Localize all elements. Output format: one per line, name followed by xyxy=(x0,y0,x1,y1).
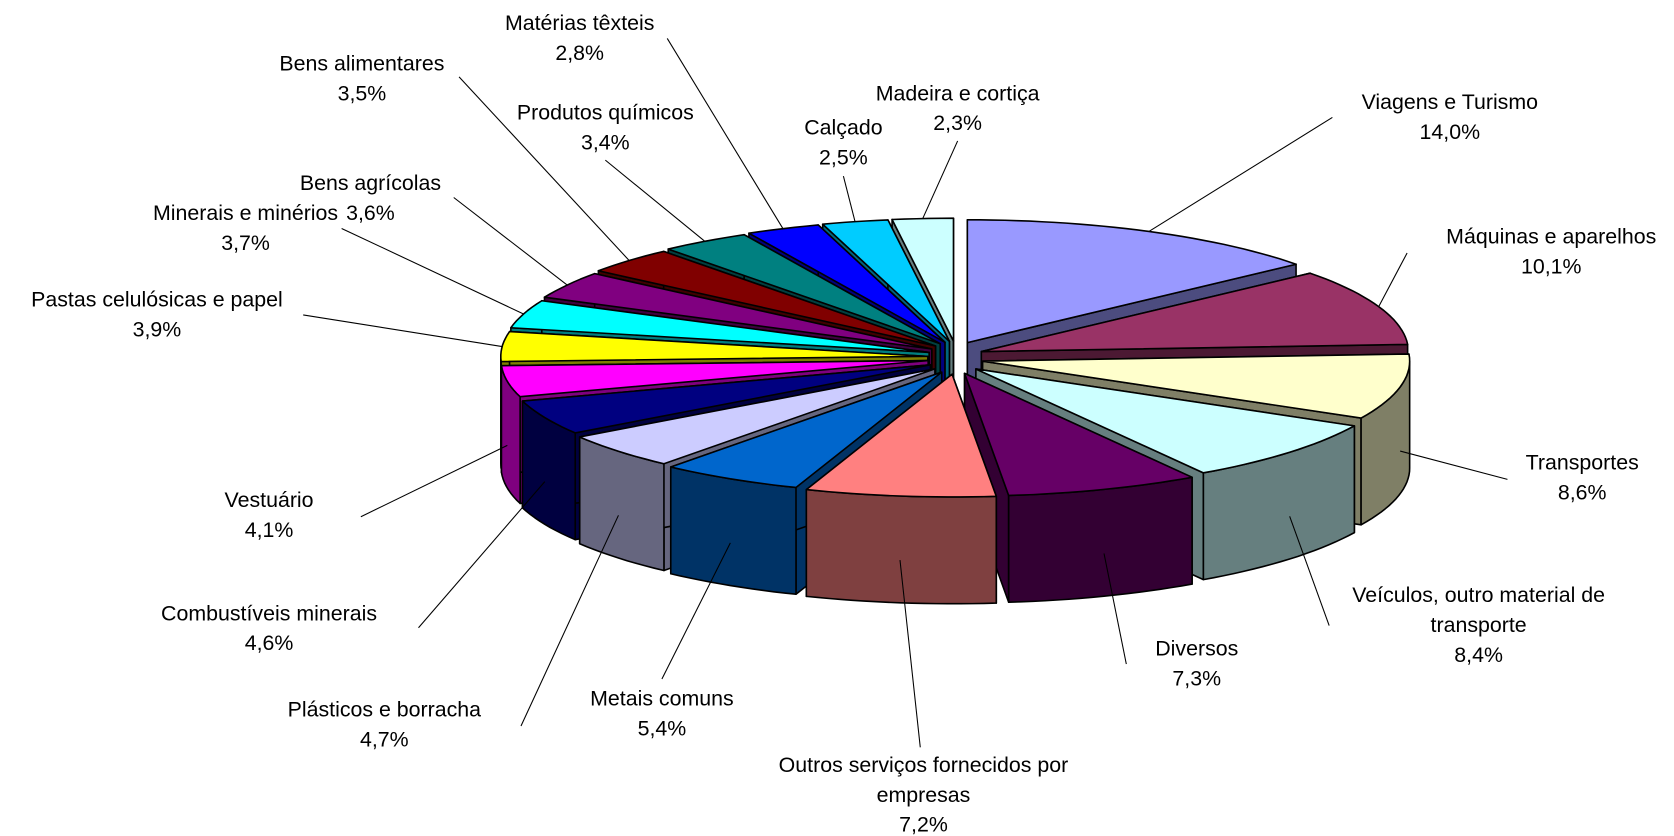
slice xyxy=(975,368,1356,474)
category-label: Bens alimentares xyxy=(279,52,445,76)
slice-label: Madeira e cortiça 2,3% xyxy=(876,79,1040,139)
category-label: Minerais e minérios xyxy=(152,201,339,226)
category-label: Transportes xyxy=(1525,451,1639,476)
leader-line xyxy=(418,481,546,629)
slice-label: Pastas celulósicas e papel 3,9% xyxy=(31,285,283,345)
leader-line xyxy=(453,197,568,286)
category-label: Combustíveis minerais xyxy=(161,602,378,626)
slice xyxy=(980,272,1409,353)
value-label: 14,0% xyxy=(1419,120,1481,145)
value-label: 4,1% xyxy=(244,518,294,543)
category-label: Veículos, outro material de transporte xyxy=(1352,583,1606,638)
category-label: Produtos químicos xyxy=(516,101,694,125)
category-label: Diversos xyxy=(1155,637,1239,661)
leader-line xyxy=(604,159,706,242)
slice-side xyxy=(805,488,998,605)
slice-tops xyxy=(500,217,1411,498)
category-label: Bens agrícolas xyxy=(299,171,442,196)
slice-side xyxy=(1007,476,1193,604)
value-label: 7,2% xyxy=(899,813,948,836)
category-label: Outros serviços fornecidos por empresas xyxy=(778,753,1069,808)
leader-line xyxy=(303,314,503,348)
category-label: Máquinas e aparelhos xyxy=(1446,225,1657,249)
category-label: Calçado xyxy=(804,116,883,140)
category-label: Metais comuns xyxy=(590,687,734,712)
leader-line xyxy=(1400,450,1508,480)
leader-line xyxy=(520,515,619,727)
category-label: Plásticos e borracha xyxy=(287,698,482,722)
slice-label: Produtos químicos 3,4% xyxy=(517,98,694,158)
value-label: 4,6% xyxy=(244,632,294,656)
category-label: Vestuário xyxy=(224,488,314,513)
slice-label: Metais comuns 5,4% xyxy=(590,684,734,744)
category-label: Viagens e Turismo xyxy=(1361,90,1539,115)
slice-label: Matérias têxteis 2,8% xyxy=(505,9,655,69)
value-label: 3,5% xyxy=(337,82,387,106)
slice xyxy=(963,372,1193,497)
leader-line xyxy=(458,76,630,261)
slice-label: Bens alimentares 3,5% xyxy=(279,49,444,109)
slice-label: Vestuário 4,1% xyxy=(225,486,314,546)
leader-line xyxy=(360,444,508,518)
value-label: 2,8% xyxy=(555,41,605,66)
slice xyxy=(981,353,1411,419)
slice xyxy=(521,363,932,434)
value-label: 10,1% xyxy=(1520,255,1582,279)
category-label: Matérias têxteis xyxy=(504,11,655,36)
slice-label: Máquinas e aparelhos 10,1% xyxy=(1446,222,1656,282)
slice-label: Viagens e Turismo 14,0% xyxy=(1362,88,1538,148)
slice-label: Transportes 8,6% xyxy=(1526,448,1639,508)
slice-label: Plásticos e borracha 4,7% xyxy=(288,695,481,755)
leader-line xyxy=(341,227,524,315)
value-label: 5,4% xyxy=(637,717,687,741)
leader-line xyxy=(922,140,959,219)
value-label: 7,3% xyxy=(1172,667,1222,691)
leader-line xyxy=(1378,252,1408,307)
slice xyxy=(500,359,929,398)
value-label: 8,6% xyxy=(1557,481,1607,505)
leader-line xyxy=(842,176,856,222)
slice-label: Diversos 7,3% xyxy=(1155,634,1238,694)
value-label: 2,3% xyxy=(933,112,982,136)
slice xyxy=(891,217,955,342)
slice xyxy=(669,371,943,489)
leader-line xyxy=(1103,553,1127,665)
value-label: 3,7% xyxy=(221,231,270,256)
slice-label: Minerais e minérios 3,7% xyxy=(153,199,338,259)
value-label: 2,5% xyxy=(819,146,868,170)
leader-line xyxy=(1289,516,1330,626)
leader-line xyxy=(899,560,921,748)
slice-label: Combustíveis minerais 4,6% xyxy=(161,599,377,659)
slice-label: Veículos, outro material de transporte 8,… xyxy=(1324,581,1634,671)
leader-lines xyxy=(303,38,1508,748)
leader-line xyxy=(1148,116,1333,232)
value-label: 3,6% xyxy=(346,201,395,226)
leader-line xyxy=(666,38,784,229)
value-label: 3,4% xyxy=(580,131,630,155)
slice xyxy=(805,373,998,498)
value-label: 3,9% xyxy=(132,318,182,342)
slice-label: Bens agrícolas 3,6% xyxy=(300,169,441,229)
value-label: 4,7% xyxy=(359,728,409,752)
slice-label: Outros serviços fornecidos por empresas 7… xyxy=(747,751,1099,836)
value-label: 8,4% xyxy=(1454,643,1503,668)
slice-label: Calçado 2,5% xyxy=(804,113,882,173)
category-label: Madeira e cortiça xyxy=(875,82,1040,106)
leader-line xyxy=(661,542,731,680)
category-label: Pastas celulósicas e papel xyxy=(31,288,283,312)
slice xyxy=(578,368,936,465)
